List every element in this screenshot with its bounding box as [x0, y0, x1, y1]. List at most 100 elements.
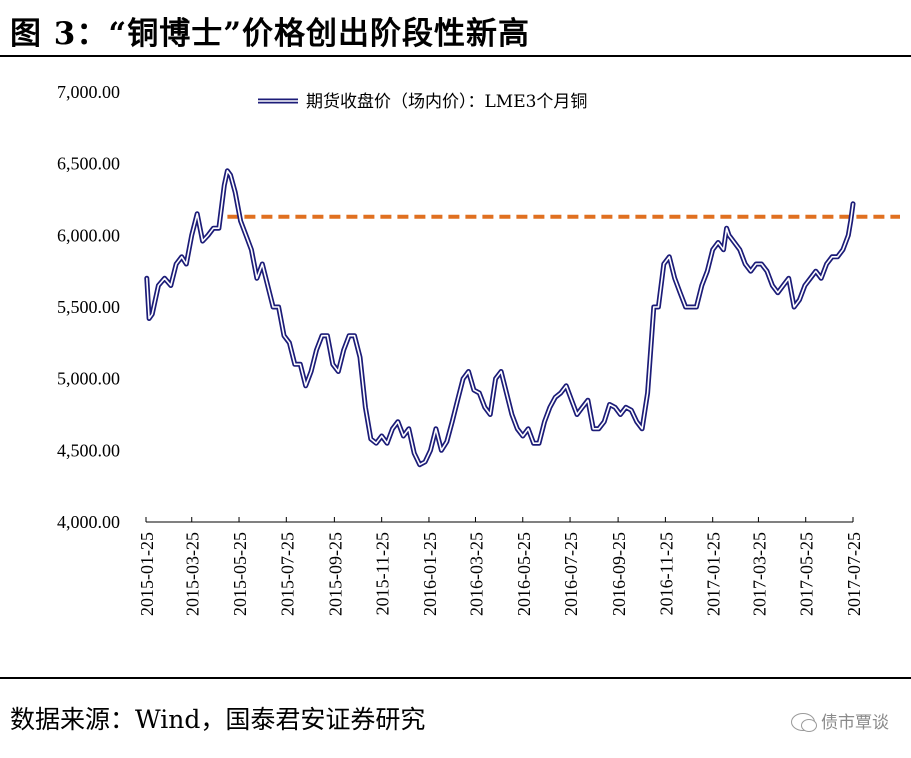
x-tick-label: 2017-03-25 — [749, 532, 769, 616]
data-point — [794, 306, 795, 307]
data-point — [197, 213, 198, 214]
data-point — [566, 385, 567, 386]
data-point — [625, 407, 626, 408]
data-point — [766, 271, 767, 272]
data-point — [837, 256, 838, 257]
data-point — [305, 385, 306, 386]
data-point — [457, 400, 458, 401]
data-point — [359, 357, 360, 358]
data-point — [718, 242, 719, 243]
data-point — [495, 378, 496, 379]
data-point — [598, 428, 599, 429]
wechat-icon — [791, 713, 817, 732]
x-tick-label: 2016-05-25 — [514, 532, 534, 616]
data-point — [642, 428, 643, 429]
series-layer — [144, 168, 856, 468]
data-point — [734, 242, 735, 243]
data-point — [463, 378, 464, 379]
data-point — [186, 263, 187, 264]
data-point — [446, 441, 447, 442]
data-point — [316, 349, 317, 350]
data-point — [230, 175, 231, 176]
x-tick-label: 2015-07-25 — [277, 532, 297, 616]
x-tick-label: 2015-01-25 — [137, 532, 157, 616]
data-point — [538, 443, 539, 444]
data-point — [685, 306, 686, 307]
data-point — [604, 421, 605, 422]
data-point — [701, 285, 702, 286]
x-tick-label: 2016-03-25 — [466, 532, 486, 616]
data-point — [555, 397, 556, 398]
data-point — [479, 392, 480, 393]
data-point — [832, 256, 833, 257]
data-point — [146, 278, 147, 279]
series-line-inner — [146, 170, 854, 466]
data-point — [663, 263, 664, 264]
data-point — [343, 349, 344, 350]
data-point — [387, 443, 388, 444]
y-tick-label: 4,000.00 — [57, 512, 120, 532]
price-chart: 7,000.00 6,500.00 6,000.00 5,500.00 5,000.00… — [57, 82, 900, 616]
data-point — [251, 249, 252, 250]
data-point — [370, 438, 371, 439]
data-point — [354, 335, 355, 336]
data-point — [810, 278, 811, 279]
data-point — [176, 263, 177, 264]
data-point — [653, 306, 654, 307]
y-tick-label: 5,500.00 — [57, 297, 120, 317]
y-tick-label: 6,000.00 — [57, 225, 120, 245]
data-point — [164, 278, 165, 279]
data-point — [544, 421, 545, 422]
data-point — [425, 461, 426, 462]
x-tick-label: 2015-05-25 — [230, 532, 250, 616]
data-point — [349, 335, 350, 336]
data-point — [149, 318, 150, 319]
x-tick-label: 2016-01-25 — [420, 532, 440, 616]
data-point — [614, 407, 615, 408]
data-point — [152, 314, 153, 315]
data-point — [815, 271, 816, 272]
data-point — [452, 421, 453, 422]
data-point — [338, 371, 339, 372]
data-point — [609, 404, 610, 405]
data-point — [772, 285, 773, 286]
y-tick-label: 7,000.00 — [57, 82, 120, 102]
data-point — [202, 241, 203, 242]
data-point — [501, 371, 502, 372]
data-point — [397, 421, 398, 422]
data-point — [517, 428, 518, 429]
data-point — [376, 443, 377, 444]
data-point — [576, 414, 577, 415]
data-point — [788, 278, 789, 279]
data-point — [821, 278, 822, 279]
data-point — [490, 414, 491, 415]
data-point — [647, 392, 648, 393]
data-point — [842, 249, 843, 250]
data-point — [506, 392, 507, 393]
data-point — [799, 299, 800, 300]
data-point — [181, 256, 182, 257]
data-point — [690, 306, 691, 307]
x-tick-label: 2016-07-25 — [561, 532, 581, 616]
data-point — [484, 407, 485, 408]
x-tick-label: 2017-05-25 — [797, 532, 817, 616]
data-point — [848, 235, 849, 236]
legend-label: 期货收盘价（场内价）：LME3个月铜 — [306, 92, 587, 112]
watermark: 债市覃谈 — [791, 708, 889, 733]
data-point — [207, 235, 208, 236]
data-point — [392, 428, 393, 429]
data-point — [381, 435, 382, 436]
data-point — [473, 390, 474, 391]
data-point — [419, 464, 420, 465]
data-point — [365, 407, 366, 408]
data-point — [804, 285, 805, 286]
data-point — [723, 249, 724, 250]
data-point — [680, 292, 681, 293]
data-point — [631, 410, 632, 411]
watermark-text: 债市覃谈 — [821, 713, 889, 733]
x-tick-label: 2016-09-25 — [609, 532, 629, 616]
data-point — [235, 192, 236, 193]
data-point — [414, 453, 415, 454]
data-point — [273, 306, 274, 307]
bottom-rule — [0, 677, 911, 679]
